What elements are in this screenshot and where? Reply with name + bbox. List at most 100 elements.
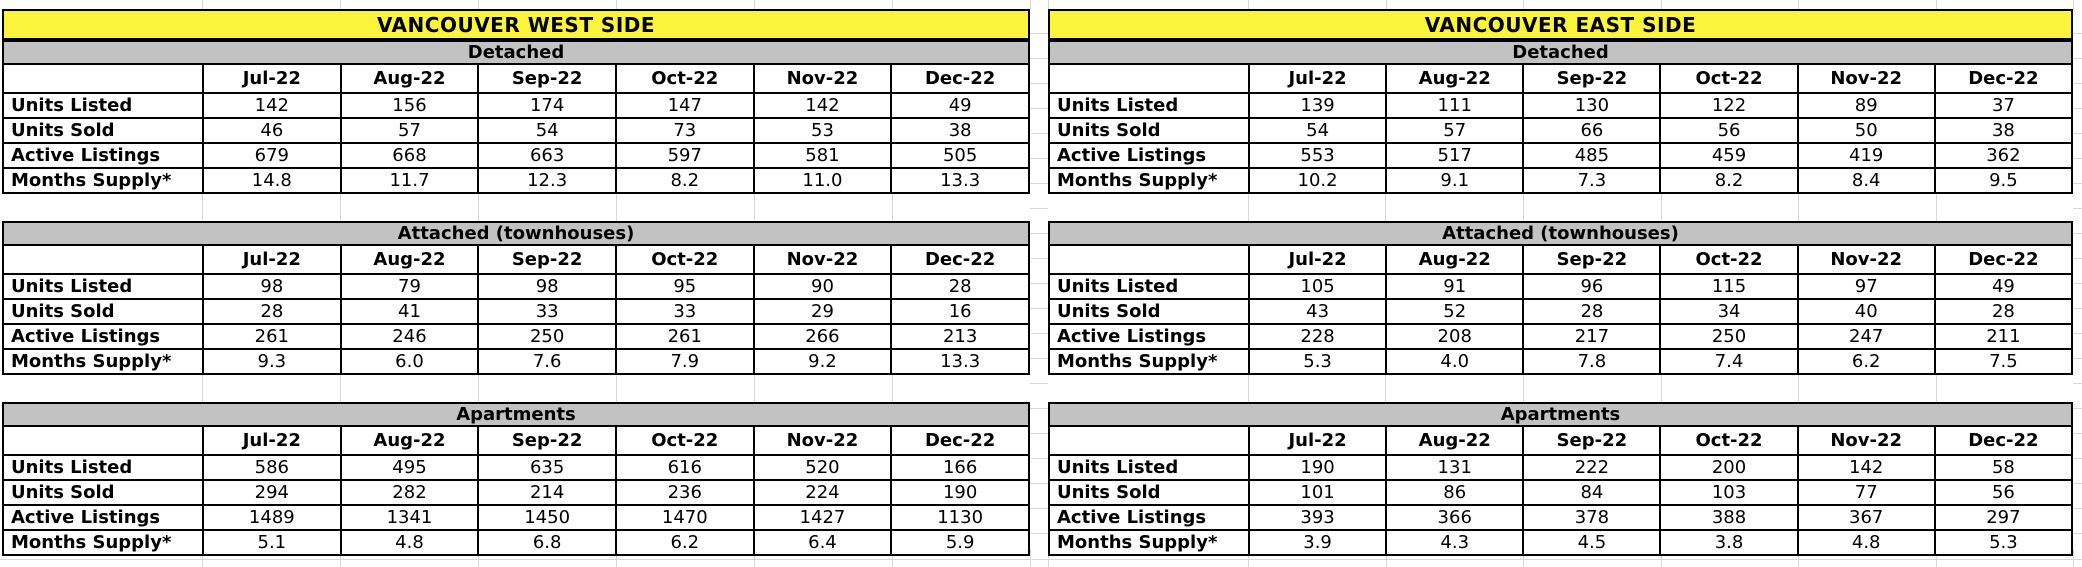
row-label-cell[interactable]: Months Supply* bbox=[1048, 529, 1250, 556]
month-header-cell[interactable]: Nov-22 bbox=[752, 425, 893, 456]
value-cell[interactable]: 147 bbox=[614, 92, 755, 119]
value-cell[interactable]: 73 bbox=[614, 117, 755, 144]
value-cell[interactable]: 28 bbox=[202, 298, 342, 325]
value-cell[interactable]: 211 bbox=[1933, 323, 2074, 350]
value-cell[interactable]: 142 bbox=[752, 92, 893, 119]
row-label-cell[interactable]: Units Listed bbox=[2, 454, 204, 481]
value-cell[interactable]: 142 bbox=[202, 92, 342, 119]
value-cell[interactable]: 7.9 bbox=[614, 348, 755, 375]
value-cell[interactable]: 294 bbox=[202, 479, 342, 506]
row-label-cell[interactable]: Months Supply* bbox=[1048, 167, 1250, 194]
value-cell[interactable]: 663 bbox=[477, 142, 617, 169]
region-title-west[interactable]: VANCOUVER WEST SIDE bbox=[2, 9, 1030, 40]
value-cell[interactable]: 105 bbox=[1247, 273, 1388, 300]
month-header-cell[interactable]: Nov-22 bbox=[752, 244, 893, 275]
value-cell[interactable]: 77 bbox=[1796, 479, 1936, 506]
month-header-cell[interactable]: Aug-22 bbox=[339, 63, 480, 94]
value-cell[interactable]: 33 bbox=[614, 298, 755, 325]
value-cell[interactable]: 9.5 bbox=[1933, 167, 2074, 194]
row-label-cell[interactable]: Active Listings bbox=[2, 142, 204, 169]
row-label-cell[interactable]: Active Listings bbox=[1048, 323, 1250, 350]
value-cell[interactable]: 679 bbox=[202, 142, 342, 169]
month-header-cell[interactable]: Jul-22 bbox=[202, 63, 342, 94]
value-cell[interactable]: 5.9 bbox=[890, 529, 1030, 556]
row-label-cell[interactable]: Active Listings bbox=[1048, 142, 1250, 169]
value-cell[interactable]: 11.0 bbox=[752, 167, 893, 194]
value-cell[interactable]: 41 bbox=[339, 298, 480, 325]
value-cell[interactable]: 261 bbox=[614, 323, 755, 350]
row-label-cell[interactable]: Months Supply* bbox=[2, 348, 204, 375]
value-cell[interactable]: 505 bbox=[890, 142, 1030, 169]
value-cell[interactable]: 1341 bbox=[339, 504, 480, 531]
month-header-cell[interactable]: Aug-22 bbox=[1385, 63, 1525, 94]
month-header-cell[interactable]: Dec-22 bbox=[890, 63, 1030, 94]
value-cell[interactable]: 190 bbox=[890, 479, 1030, 506]
value-cell[interactable]: 156 bbox=[339, 92, 480, 119]
value-cell[interactable]: 54 bbox=[477, 117, 617, 144]
value-cell[interactable]: 388 bbox=[1659, 504, 1799, 531]
value-cell[interactable]: 50 bbox=[1796, 117, 1936, 144]
corner-cell[interactable] bbox=[1048, 63, 1250, 94]
value-cell[interactable]: 8.2 bbox=[1659, 167, 1799, 194]
value-cell[interactable]: 95 bbox=[614, 273, 755, 300]
value-cell[interactable]: 16 bbox=[890, 298, 1030, 325]
value-cell[interactable]: 282 bbox=[339, 479, 480, 506]
value-cell[interactable]: 174 bbox=[477, 92, 617, 119]
value-cell[interactable]: 236 bbox=[614, 479, 755, 506]
value-cell[interactable]: 3.8 bbox=[1659, 529, 1799, 556]
value-cell[interactable]: 261 bbox=[202, 323, 342, 350]
value-cell[interactable]: 635 bbox=[477, 454, 617, 481]
value-cell[interactable]: 520 bbox=[752, 454, 893, 481]
month-header-cell[interactable]: Oct-22 bbox=[1659, 244, 1799, 275]
value-cell[interactable]: 616 bbox=[614, 454, 755, 481]
row-label-cell[interactable]: Units Sold bbox=[1048, 298, 1250, 325]
value-cell[interactable]: 58 bbox=[1933, 454, 2074, 481]
section-header-cell[interactable]: Detached bbox=[1048, 40, 2073, 65]
month-header-cell[interactable]: Jul-22 bbox=[1247, 425, 1388, 456]
value-cell[interactable]: 586 bbox=[202, 454, 342, 481]
value-cell[interactable]: 366 bbox=[1385, 504, 1525, 531]
value-cell[interactable]: 1130 bbox=[890, 504, 1030, 531]
month-header-cell[interactable]: Dec-22 bbox=[1933, 244, 2074, 275]
month-header-cell[interactable]: Oct-22 bbox=[1659, 425, 1799, 456]
value-cell[interactable]: 52 bbox=[1385, 298, 1525, 325]
value-cell[interactable]: 362 bbox=[1933, 142, 2074, 169]
corner-cell[interactable] bbox=[1048, 244, 1250, 275]
value-cell[interactable]: 4.8 bbox=[339, 529, 480, 556]
value-cell[interactable]: 246 bbox=[339, 323, 480, 350]
row-label-cell[interactable]: Units Sold bbox=[1048, 117, 1250, 144]
value-cell[interactable]: 222 bbox=[1522, 454, 1662, 481]
value-cell[interactable]: 459 bbox=[1659, 142, 1799, 169]
value-cell[interactable]: 9.3 bbox=[202, 348, 342, 375]
month-header-cell[interactable]: Jul-22 bbox=[1247, 63, 1388, 94]
month-header-cell[interactable]: Dec-22 bbox=[1933, 425, 2074, 456]
value-cell[interactable]: 9.2 bbox=[752, 348, 893, 375]
value-cell[interactable]: 28 bbox=[1522, 298, 1662, 325]
corner-cell[interactable] bbox=[2, 425, 204, 456]
value-cell[interactable]: 9.1 bbox=[1385, 167, 1525, 194]
value-cell[interactable]: 5.3 bbox=[1933, 529, 2074, 556]
value-cell[interactable]: 200 bbox=[1659, 454, 1799, 481]
value-cell[interactable]: 247 bbox=[1796, 323, 1936, 350]
value-cell[interactable]: 1470 bbox=[614, 504, 755, 531]
section-header-cell[interactable]: Apartments bbox=[2, 402, 1030, 427]
month-header-cell[interactable]: Sep-22 bbox=[1522, 425, 1662, 456]
value-cell[interactable]: 86 bbox=[1385, 479, 1525, 506]
value-cell[interactable]: 84 bbox=[1522, 479, 1662, 506]
month-header-cell[interactable]: Sep-22 bbox=[1522, 63, 1662, 94]
value-cell[interactable]: 5.3 bbox=[1247, 348, 1388, 375]
value-cell[interactable]: 213 bbox=[890, 323, 1030, 350]
month-header-cell[interactable]: Dec-22 bbox=[1933, 63, 2074, 94]
value-cell[interactable]: 8.2 bbox=[614, 167, 755, 194]
value-cell[interactable]: 597 bbox=[614, 142, 755, 169]
value-cell[interactable]: 553 bbox=[1247, 142, 1388, 169]
value-cell[interactable]: 7.6 bbox=[477, 348, 617, 375]
month-header-cell[interactable]: Oct-22 bbox=[614, 425, 755, 456]
value-cell[interactable]: 250 bbox=[1659, 323, 1799, 350]
corner-cell[interactable] bbox=[2, 63, 204, 94]
value-cell[interactable]: 49 bbox=[890, 92, 1030, 119]
row-label-cell[interactable]: Months Supply* bbox=[1048, 348, 1250, 375]
value-cell[interactable]: 166 bbox=[890, 454, 1030, 481]
value-cell[interactable]: 98 bbox=[477, 273, 617, 300]
value-cell[interactable]: 581 bbox=[752, 142, 893, 169]
